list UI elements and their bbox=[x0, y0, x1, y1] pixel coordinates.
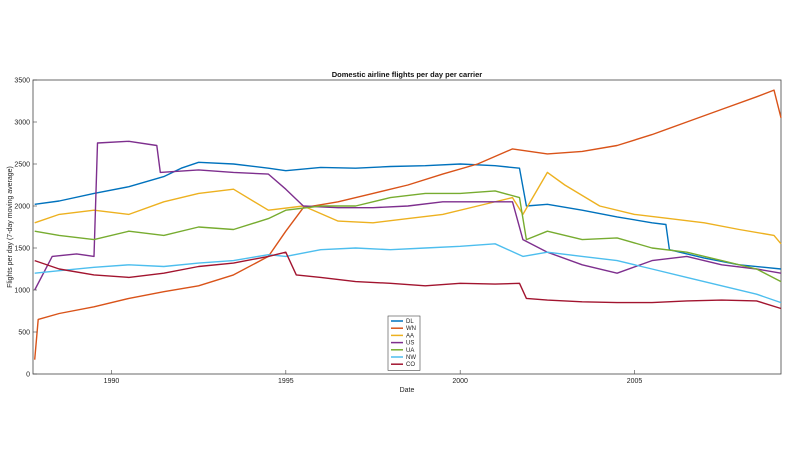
y-axis-ticks: 0 500 1000 1500 2000 2500 3000 3500 bbox=[14, 78, 37, 379]
legend-label-us: US bbox=[406, 341, 414, 347]
series-line-dl bbox=[34, 161, 782, 270]
legend-label-aa: AA bbox=[406, 333, 414, 339]
series-line-ua bbox=[34, 190, 782, 283]
x-tick-label: 1990 bbox=[104, 378, 120, 385]
y-tick-label: 0 bbox=[26, 372, 30, 379]
y-tick-label: 1500 bbox=[14, 246, 30, 253]
y-tick-label: 2000 bbox=[14, 204, 30, 211]
y-tick-label: 3500 bbox=[14, 78, 30, 85]
x-axis-label: Date bbox=[400, 387, 415, 394]
y-tick-label: 3000 bbox=[14, 120, 30, 127]
x-tick-label: 1995 bbox=[278, 378, 294, 385]
series-line-aa bbox=[34, 171, 782, 245]
series-line-us bbox=[34, 140, 782, 291]
legend-label-wn: WN bbox=[406, 326, 416, 332]
series-line-co bbox=[34, 251, 782, 310]
x-axis-ticks: 1990 1995 2000 2005 bbox=[104, 370, 643, 385]
series-line-nw bbox=[34, 243, 782, 304]
legend-label-nw: NW bbox=[406, 355, 416, 361]
x-tick-label: 2005 bbox=[627, 378, 643, 385]
legend-label-ua: UA bbox=[406, 348, 414, 354]
plot-frame bbox=[32, 79, 782, 375]
legend-label-dl: DL bbox=[406, 319, 414, 325]
x-tick-label: 2000 bbox=[452, 378, 468, 385]
y-tick-label: 500 bbox=[18, 330, 30, 337]
series-line-wn bbox=[34, 89, 782, 360]
legend-label-co: CO bbox=[406, 362, 415, 368]
y-tick-label: 2500 bbox=[14, 162, 30, 169]
y-axis-label: Flights per day (7-day moving average) bbox=[7, 166, 14, 288]
chart-title: Domestic airline flights per day per car… bbox=[332, 70, 483, 79]
y-tick-label: 1000 bbox=[14, 288, 30, 295]
series-layer bbox=[34, 89, 782, 360]
